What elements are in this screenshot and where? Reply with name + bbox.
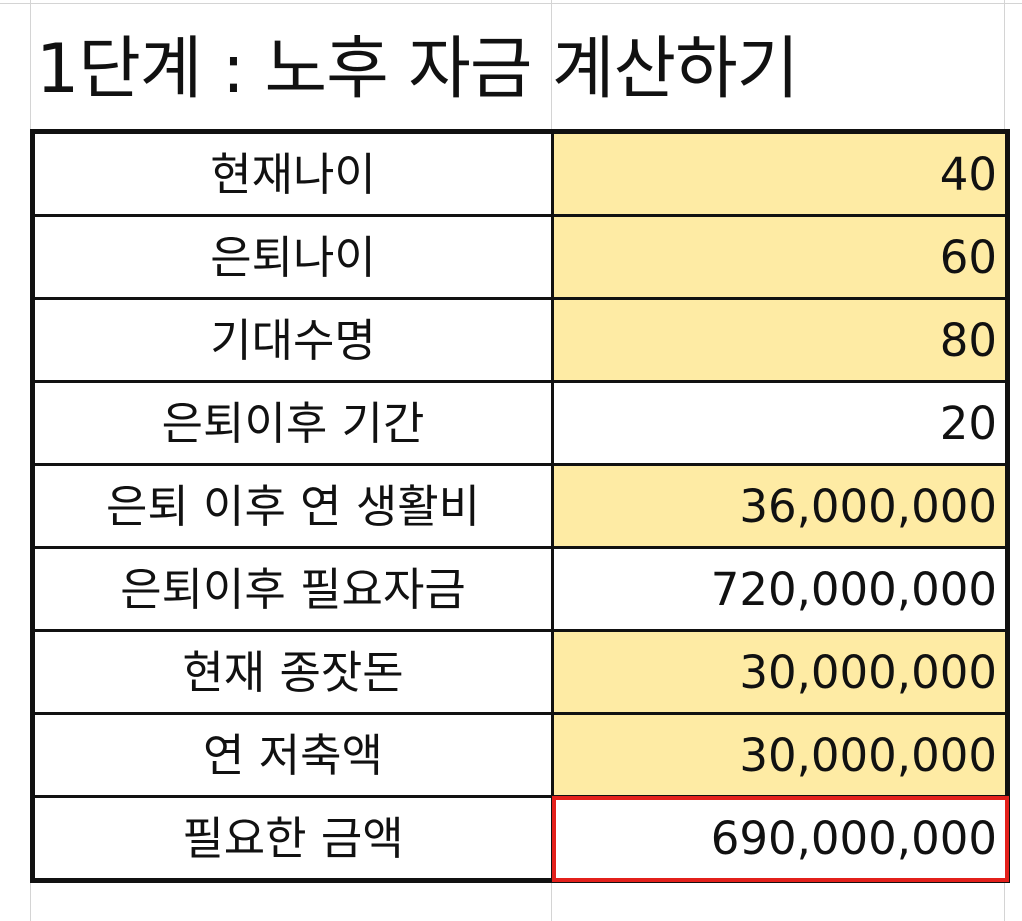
table-row: 기대수명 80 xyxy=(31,297,1009,383)
table-row: 은퇴이후 필요자금 720,000,000 xyxy=(31,546,1009,632)
table-row: 현재나이 40 xyxy=(31,130,1009,217)
value-cell-seed-money[interactable]: 30,000,000 xyxy=(551,629,1009,715)
table-row: 은퇴이후 기간 20 xyxy=(31,380,1009,466)
label-cell-current-age[interactable]: 현재나이 xyxy=(31,130,554,217)
sheet-title[interactable]: 1단계 : 노후 자금 계산하기 xyxy=(36,30,799,109)
gridline-horizontal xyxy=(0,3,1022,4)
label-cell-required-funds[interactable]: 은퇴이후 필요자금 xyxy=(31,546,554,632)
table-row: 은퇴나이 60 xyxy=(31,214,1009,300)
label-cell-life-expectancy[interactable]: 기대수명 xyxy=(31,297,554,383)
table-row: 현재 종잣돈 30,000,000 xyxy=(31,629,1009,715)
value-cell-required-funds[interactable]: 720,000,000 xyxy=(551,546,1009,632)
value-cell-annual-savings[interactable]: 30,000,000 xyxy=(551,712,1009,798)
table-row: 연 저축액 30,000,000 xyxy=(31,712,1009,798)
label-cell-needed-amount[interactable]: 필요한 금액 xyxy=(31,795,554,882)
label-cell-seed-money[interactable]: 현재 종잣돈 xyxy=(31,629,554,715)
value-cell-retirement-period[interactable]: 20 xyxy=(551,380,1009,466)
label-cell-retirement-period[interactable]: 은퇴이후 기간 xyxy=(31,380,554,466)
value-cell-retirement-age[interactable]: 60 xyxy=(551,214,1009,300)
value-cell-life-expectancy[interactable]: 80 xyxy=(551,297,1009,383)
value-cell-current-age[interactable]: 40 xyxy=(551,130,1009,217)
calculation-table: 현재나이 40 은퇴나이 60 기대수명 80 은퇴이후 기간 20 은퇴 이후… xyxy=(30,129,1010,883)
label-cell-retirement-age[interactable]: 은퇴나이 xyxy=(31,214,554,300)
label-cell-annual-savings[interactable]: 연 저축액 xyxy=(31,712,554,798)
table-row: 필요한 금액 690,000,000 xyxy=(31,795,1009,882)
table-row: 은퇴 이후 연 생활비 36,000,000 xyxy=(31,463,1009,549)
value-cell-annual-living-cost[interactable]: 36,000,000 xyxy=(551,463,1009,549)
value-cell-needed-amount[interactable]: 690,000,000 xyxy=(551,795,1009,882)
label-cell-annual-living-cost[interactable]: 은퇴 이후 연 생활비 xyxy=(31,463,554,549)
